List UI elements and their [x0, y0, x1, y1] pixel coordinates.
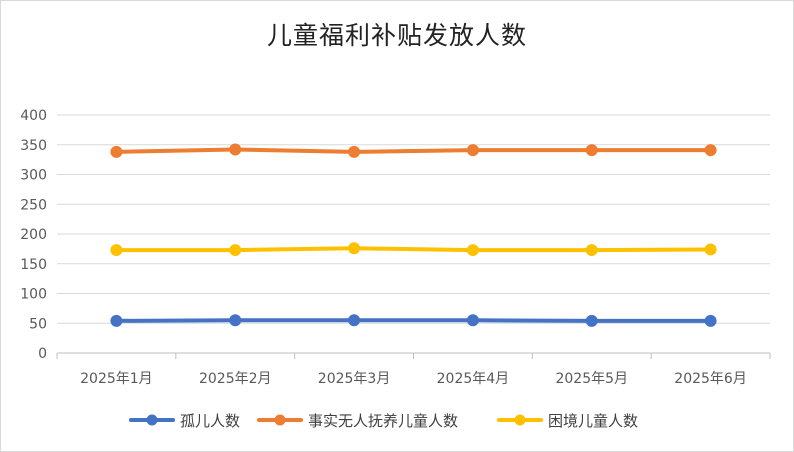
data-point: [704, 314, 717, 327]
legend-label: 事实无人抚养儿童人数: [308, 412, 458, 430]
data-point: [348, 242, 361, 255]
data-point: [348, 314, 361, 327]
data-point: [229, 143, 242, 156]
legend-marker: [146, 414, 158, 426]
data-point: [466, 144, 479, 157]
data-point: [110, 145, 123, 158]
data-point: [229, 314, 242, 327]
x-tick-label: 2025年4月: [437, 371, 510, 387]
data-point: [110, 244, 123, 257]
legend-marker: [274, 414, 286, 426]
data-point: [466, 244, 479, 257]
data-point: [585, 144, 598, 157]
data-point: [466, 314, 479, 327]
data-point: [348, 145, 361, 158]
y-tick-label: 350: [20, 138, 47, 154]
x-tick-label: 2025年5月: [555, 371, 628, 387]
legend: 孤儿人数 事实无人抚养儿童人数 困境儿童人数: [129, 412, 638, 430]
y-tick-label: 200: [20, 227, 47, 243]
x-tick-label: 2025年3月: [318, 371, 391, 387]
data-point: [704, 144, 717, 157]
series-line: [114, 147, 713, 154]
y-tick-label: 400: [20, 108, 47, 124]
legend-marker: [514, 414, 526, 426]
y-tick-label: 0: [38, 346, 47, 362]
y-tick-label: 300: [20, 168, 47, 184]
data-point: [229, 244, 242, 257]
y-tick-label: 100: [20, 287, 47, 303]
y-tick-label: 250: [20, 197, 47, 213]
data-point: [704, 243, 717, 256]
y-axis-ticks: 0 50 100 150 200 250 300 350 400: [20, 108, 47, 362]
x-axis: 2025年1月 2025年2月 2025年3月 2025年4月 2025年5月 2025年…: [56, 353, 771, 387]
legend-label: 孤儿人数: [180, 412, 240, 430]
x-tick-label: 2025年1月: [80, 371, 153, 387]
data-point: [585, 314, 598, 327]
data-point: [585, 244, 598, 257]
x-tick-label: 2025年2月: [199, 371, 272, 387]
chart-title: 儿童福利补贴发放人数: [266, 21, 527, 50]
series-lines: [110, 143, 717, 327]
series-line: [114, 318, 713, 323]
y-tick-label: 50: [29, 316, 47, 332]
legend-label: 困境儿童人数: [548, 412, 638, 430]
series-line: [114, 246, 713, 253]
gridlines: [57, 114, 770, 354]
x-tick-label: 2025年6月: [674, 371, 747, 387]
y-tick-label: 150: [20, 257, 47, 273]
data-point: [110, 314, 123, 327]
